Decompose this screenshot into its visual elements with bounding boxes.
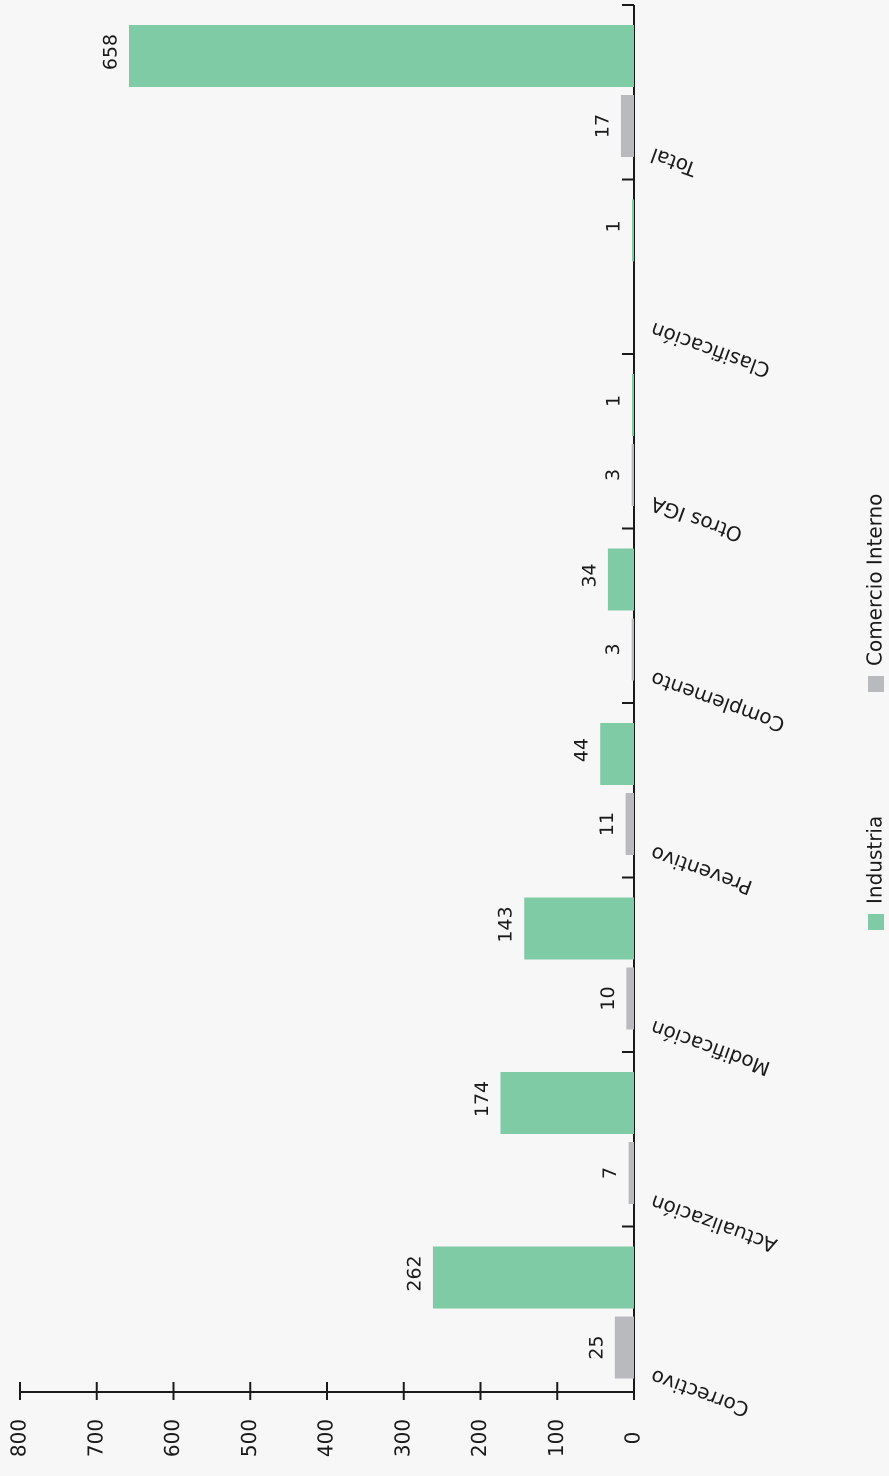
bar-industria <box>632 199 634 262</box>
data-label-comercio-interno: 25 <box>585 1335 607 1359</box>
bar-industria <box>524 897 634 960</box>
legend-label: Industria <box>863 816 887 904</box>
category-label: Correctivo <box>647 1365 752 1423</box>
bar-comercio-interno <box>631 618 634 681</box>
data-label-industria: 44 <box>571 738 593 762</box>
value-tick-label: 800 <box>7 1419 31 1457</box>
data-label-industria: 34 <box>578 563 600 587</box>
value-tick-label: 500 <box>237 1419 261 1457</box>
data-label-comercio-interno: 3 <box>602 643 624 655</box>
data-label-industria: 1 <box>603 395 625 407</box>
bar-industria <box>432 1246 634 1309</box>
data-label-comercio-interno: 17 <box>591 114 613 138</box>
data-label-comercio-interno: 3 <box>602 469 624 481</box>
bar-industria <box>607 548 634 611</box>
category-label: Preventivo <box>647 841 755 900</box>
bars <box>128 25 635 1379</box>
legend: Industria Comercio Interno <box>863 494 887 930</box>
bar-industria <box>500 1072 634 1134</box>
bar-industria <box>632 374 634 436</box>
axes: 0 100 200 300 400 500 600 700 800 <box>7 4 645 1457</box>
data-label-comercio-interno: 11 <box>596 812 618 836</box>
legend-swatch <box>868 676 884 692</box>
data-label-industria: 174 <box>471 1081 493 1117</box>
data-label-comercio-interno: 10 <box>597 986 619 1010</box>
bar-comercio-interno <box>628 1142 634 1204</box>
labels: 262 25 Correctivo 174 7 Actualización 143 10 Mod… <box>99 34 787 1422</box>
category-label: Otros IGA <box>647 492 745 547</box>
category-label: Clasificación <box>647 318 773 383</box>
category-label: Actualización <box>647 1190 780 1258</box>
data-label-comercio-interno: 7 <box>599 1167 621 1179</box>
bar-comercio-interno <box>631 444 634 506</box>
value-tick-label: 700 <box>83 1419 107 1457</box>
value-tick-label: 300 <box>390 1419 414 1457</box>
value-tick-label: 100 <box>544 1419 568 1457</box>
data-label-industria: 262 <box>403 1255 425 1291</box>
category-label: Total <box>647 143 700 182</box>
value-tick-label: 400 <box>314 1419 338 1457</box>
category-label: Complemento <box>647 667 787 738</box>
data-label-industria: 1 <box>603 220 625 232</box>
value-tick-label: 600 <box>160 1419 184 1457</box>
bar-industria <box>128 25 635 87</box>
data-label-industria: 658 <box>99 34 121 70</box>
bar-comercio-interno <box>625 793 634 855</box>
value-tick-label: 200 <box>467 1419 491 1457</box>
bar-comercio-interno <box>614 1316 634 1379</box>
value-tick-label: 0 <box>621 1432 645 1445</box>
data-label-industria: 143 <box>495 906 517 942</box>
bar-comercio-interno <box>626 967 634 1030</box>
category-label: Modificación <box>647 1016 773 1081</box>
bar-industria <box>600 723 634 785</box>
legend-label: Comercio Interno <box>863 494 887 666</box>
bar-comercio-interno <box>620 95 634 157</box>
legend-swatch <box>868 914 884 930</box>
